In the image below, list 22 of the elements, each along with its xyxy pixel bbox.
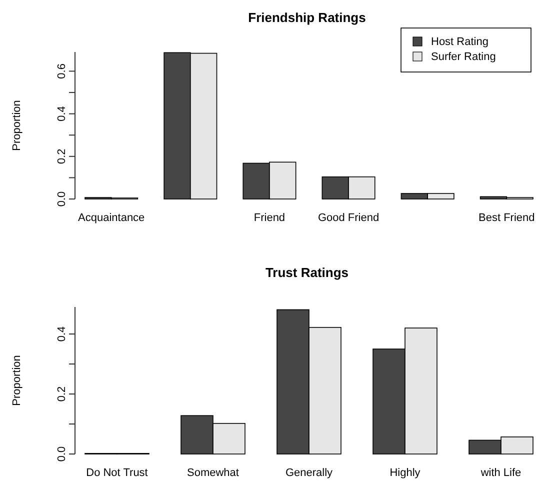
- x-tick-label: Good Friend: [318, 212, 380, 224]
- chart-title: Friendship Ratings: [248, 10, 366, 25]
- y-tick-label: 0.2: [56, 148, 68, 164]
- x-tick-label: Highly: [390, 467, 421, 479]
- x-tick-label: Generally: [285, 467, 334, 479]
- y-axis-title: Proportion: [11, 355, 23, 406]
- x-tick-label: Somewhat: [187, 467, 239, 479]
- chart-title: Trust Ratings: [265, 265, 349, 280]
- legend-label: Host Rating: [431, 36, 488, 48]
- y-tick-label: 0.2: [56, 386, 68, 402]
- legend-label: Surfer Rating: [431, 51, 496, 63]
- y-tick-label: 0.0: [56, 191, 68, 207]
- x-tick-label: Friend: [254, 212, 286, 224]
- y-tick-label: 0.4: [56, 326, 68, 342]
- y-tick-label: 0.6: [56, 64, 68, 79]
- x-tick-label: with Life: [480, 467, 522, 479]
- y-tick-label: 0.0: [56, 446, 68, 462]
- x-tick-label: Do Not Trust: [86, 467, 148, 479]
- y-tick-label: 0.4: [56, 106, 68, 122]
- y-axis-title: Proportion: [11, 100, 23, 151]
- x-tick-label: Acquaintance: [78, 212, 145, 224]
- x-tick-label: Best Friend: [478, 212, 535, 224]
